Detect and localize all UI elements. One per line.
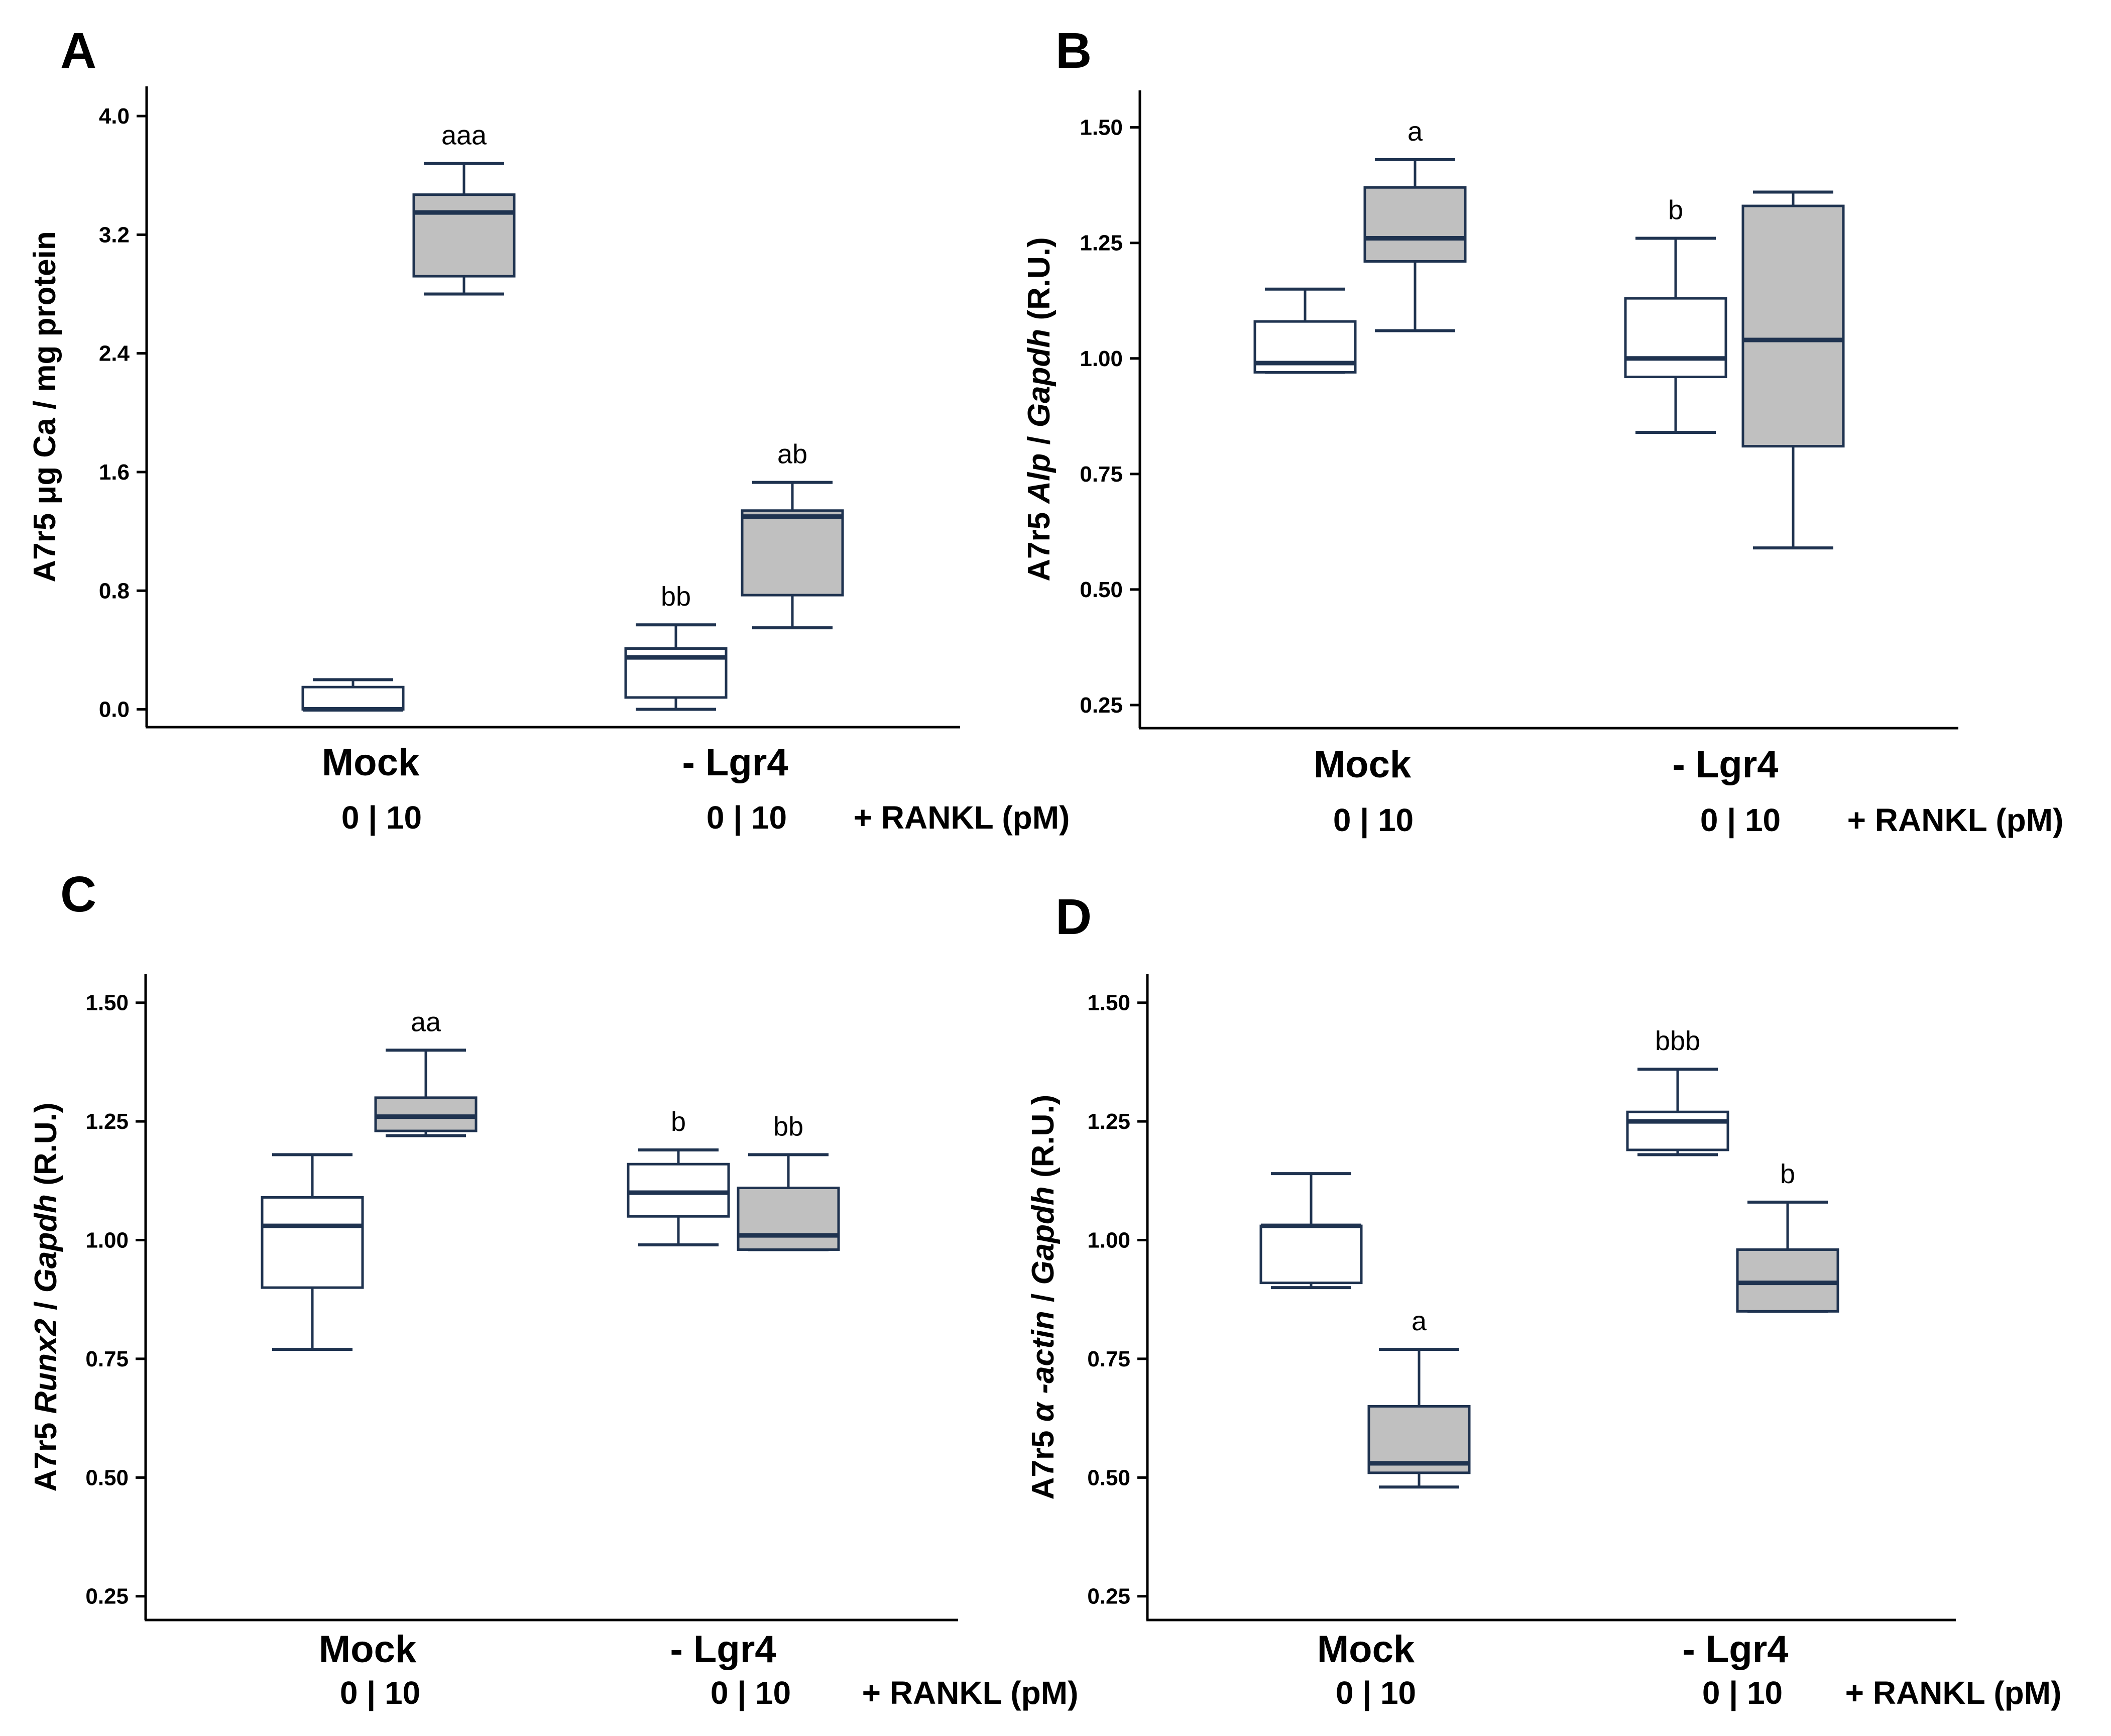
x-group-label: Mock bbox=[1314, 743, 1412, 786]
y-tick-label: 0.75 bbox=[1080, 462, 1123, 487]
box-iqr bbox=[741, 509, 844, 597]
box-lgr4-rankl-0: b bbox=[627, 1107, 730, 1246]
significance-label: a bbox=[1408, 117, 1423, 147]
box-iqr bbox=[412, 193, 516, 278]
x-group-label: - Lgr4 bbox=[1682, 1628, 1788, 1671]
box-mock-rankl-10: aaa bbox=[412, 121, 516, 296]
y-tick-label: 1.25 bbox=[1087, 1109, 1130, 1134]
box-lgr4-rankl-0: b bbox=[1624, 195, 1727, 434]
y-tick-label: 0.25 bbox=[85, 1584, 129, 1609]
box-mock-rankl-10: aa bbox=[374, 1007, 478, 1137]
dose-label: 0 | 10 bbox=[340, 1675, 420, 1711]
panel-letter: A bbox=[60, 23, 96, 79]
box-mock-rankl-0 bbox=[1253, 287, 1357, 374]
x-group-label: - Lgr4 bbox=[1672, 743, 1778, 786]
box-mock-rankl-0 bbox=[301, 678, 405, 712]
significance-label: bb bbox=[773, 1111, 803, 1141]
y-axis-label: A7r5 α -actin / Gapdh (R.U.) bbox=[1026, 1095, 1061, 1500]
significance-label: b bbox=[1780, 1159, 1795, 1189]
y-tick-label: 1.00 bbox=[1080, 346, 1123, 371]
y-tick-label: 0.50 bbox=[85, 1465, 129, 1490]
significance-label: b bbox=[1668, 195, 1683, 225]
x-group-label: Mock bbox=[319, 1628, 417, 1671]
y-tick-label: 2.4 bbox=[99, 341, 130, 366]
panel-d: D 0.25 0.50 0.75 1.00 1.25 1.50 A7r5 α -actin /… bbox=[1026, 889, 2061, 1711]
x-group-label: - Lgr4 bbox=[682, 741, 788, 784]
box-mock-rankl-10: a bbox=[1363, 117, 1467, 332]
dose-label: 0 | 10 bbox=[1333, 802, 1414, 839]
x-group-label: Mock bbox=[1317, 1628, 1415, 1671]
y-tick-label: 0.8 bbox=[99, 578, 130, 603]
y-tick-label: 1.6 bbox=[99, 460, 130, 485]
box-iqr bbox=[737, 1187, 840, 1251]
treatment-label: + RANKL (pM) bbox=[1847, 802, 2064, 838]
box-iqr bbox=[1741, 204, 1845, 448]
y-tick-label: 1.50 bbox=[1087, 991, 1130, 1015]
significance-label: bbb bbox=[1655, 1026, 1700, 1056]
dose-label: 0 | 10 bbox=[711, 1675, 791, 1711]
dose-label: 0 | 10 bbox=[1702, 1675, 1783, 1711]
y-tick-label: 4.0 bbox=[99, 104, 130, 129]
y-axis-label: A7r5 μg Ca / mg protein bbox=[28, 231, 62, 582]
box-lgr4-rankl-10: b bbox=[1736, 1159, 1839, 1313]
box-lgr4-rankl-10: ab bbox=[741, 439, 844, 630]
box-mock-rankl-0 bbox=[261, 1153, 364, 1351]
y-tick-label: 0.25 bbox=[1087, 1584, 1130, 1609]
box-iqr bbox=[1736, 1248, 1839, 1313]
y-tick-label: 1.50 bbox=[1080, 115, 1123, 140]
y-tick-label: 0.0 bbox=[99, 698, 130, 722]
panel-letter: B bbox=[1056, 23, 1092, 79]
box-lgr4-rankl-10: bb bbox=[737, 1111, 840, 1251]
x-group-label: - Lgr4 bbox=[670, 1628, 776, 1671]
dose-label: 0 | 10 bbox=[1336, 1675, 1416, 1711]
treatment-label: + RANKL (pM) bbox=[854, 799, 1070, 836]
y-tick-label: 0.75 bbox=[1087, 1347, 1130, 1371]
y-tick-label: 0.75 bbox=[85, 1347, 129, 1371]
y-tick-label: 1.50 bbox=[85, 991, 129, 1015]
panel-c: C 0.25 0.50 0.75 1.00 1.25 1.50 A7r5 Runx2 / Ga… bbox=[29, 866, 1078, 1711]
box-lgr4-rankl-0: bb bbox=[624, 582, 728, 711]
significance-label: b bbox=[671, 1107, 686, 1137]
y-tick-label: 1.00 bbox=[1087, 1228, 1130, 1253]
box-iqr bbox=[374, 1096, 478, 1132]
y-tick-label: 1.00 bbox=[85, 1228, 129, 1253]
panel-a: A 0.0 0.8 1.6 2.4 3.2 4.0 A7r5 μg Ca / mg prote… bbox=[28, 23, 1070, 836]
box-iqr bbox=[1624, 297, 1727, 379]
box-mock-rankl-10: a bbox=[1367, 1306, 1471, 1489]
box-iqr bbox=[1363, 186, 1467, 263]
panel-b: B 0.25 0.50 0.75 1.00 1.25 1.50 A7r5 Alp / Gapd… bbox=[1022, 23, 2063, 839]
y-tick-label: 0.25 bbox=[1080, 693, 1123, 718]
significance-label: aaa bbox=[441, 121, 487, 151]
y-axis-label: A7r5 Runx2 / Gapdh (R.U.) bbox=[29, 1102, 63, 1491]
box-iqr bbox=[627, 1163, 730, 1218]
treatment-label: + RANKL (pM) bbox=[862, 1675, 1079, 1711]
box-iqr bbox=[1259, 1224, 1363, 1285]
x-group-label: Mock bbox=[322, 741, 420, 784]
significance-label: bb bbox=[661, 582, 691, 612]
y-tick-label: 0.50 bbox=[1087, 1465, 1130, 1490]
box-iqr bbox=[301, 685, 405, 711]
significance-label: aa bbox=[411, 1007, 441, 1037]
significance-label: a bbox=[1412, 1306, 1427, 1336]
box-lgr4-rankl-10 bbox=[1741, 190, 1845, 550]
box-lgr4-rankl-0: bbb bbox=[1626, 1026, 1729, 1156]
box-iqr bbox=[1626, 1110, 1729, 1151]
dose-label: 0 | 10 bbox=[707, 799, 787, 836]
y-tick-label: 1.25 bbox=[1080, 231, 1123, 256]
y-tick-label: 1.25 bbox=[85, 1109, 129, 1134]
treatment-label: + RANKL (pM) bbox=[1845, 1675, 2062, 1711]
significance-label: ab bbox=[777, 439, 807, 470]
box-mock-rankl-0 bbox=[1259, 1172, 1363, 1290]
panel-letter: D bbox=[1056, 889, 1092, 945]
box-iqr bbox=[261, 1196, 364, 1289]
dose-label: 0 | 10 bbox=[341, 799, 422, 836]
y-axis-label: A7r5 Alp / Gapdh (R.U.) bbox=[1022, 237, 1057, 582]
y-tick-label: 3.2 bbox=[99, 222, 130, 247]
y-tick-label: 0.50 bbox=[1080, 577, 1123, 602]
panel-letter: C bbox=[60, 866, 96, 922]
dose-label: 0 | 10 bbox=[1700, 802, 1781, 839]
